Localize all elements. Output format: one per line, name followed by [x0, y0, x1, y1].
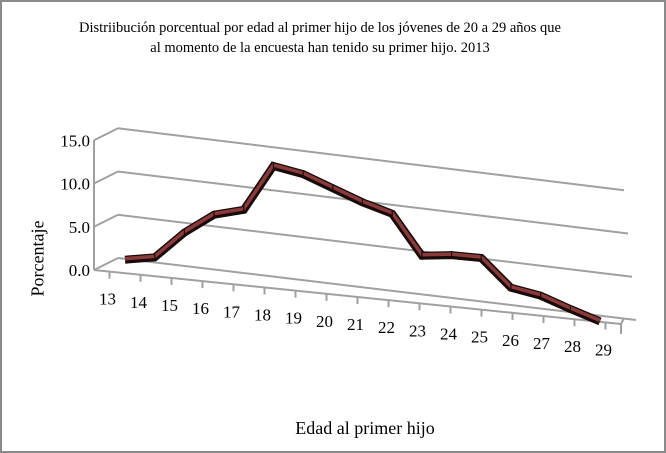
x-tick-label: 13: [99, 290, 116, 309]
x-tick-label: 28: [564, 337, 581, 356]
x-tick-label: 15: [161, 296, 178, 315]
x-tick-label: 29: [595, 340, 612, 359]
x-tick-label: 22: [378, 318, 395, 337]
y-axis-ticks: 0.0 5.0 10.0 15.0: [60, 131, 90, 280]
floor-right-edge: [620, 317, 625, 325]
x-tick-label: 17: [223, 302, 241, 321]
x-tick-label: 26: [502, 331, 519, 350]
chart-title: Distriibución porcentual por edad al pri…: [0, 18, 640, 58]
y-tick-label: 10.0: [60, 175, 90, 194]
y-axis-title: Porcentaje: [27, 220, 48, 297]
x-tick-label: 21: [347, 315, 364, 334]
x-tick-label: 20: [316, 312, 333, 331]
x-axis-title: Edad al primer hijo: [295, 418, 435, 438]
x-tick-label: 19: [285, 309, 302, 328]
x-axis-ticks: 13 14 15 16 17 18 19 20 21 22 23 24 25 26 27 28 29: [99, 271, 612, 359]
y-tick-label: 5.0: [69, 218, 90, 237]
chart-title-line-1: Distriibución porcentual por edad al pri…: [79, 20, 561, 36]
data-series-line: [124, 161, 602, 326]
x-tick-label: 24: [440, 325, 458, 344]
x-tick-label: 14: [130, 293, 148, 312]
x-tick-label: 16: [192, 299, 209, 318]
x-tick-label: 25: [471, 328, 488, 347]
y-tick-label: 0.0: [69, 261, 90, 280]
side-gridline: [93, 213, 119, 228]
side-gridline: [93, 170, 119, 185]
chart-title-line-2: al momento de la encuesta han tenido su …: [150, 40, 490, 56]
y-tick-label: 15.0: [60, 131, 90, 150]
side-gridline: [93, 257, 119, 271]
x-tick-label: 18: [254, 305, 271, 324]
gridline: [117, 257, 637, 321]
gridline: [117, 127, 625, 192]
x-tick-label: 27: [533, 334, 551, 353]
x-tick-label: 23: [409, 321, 426, 340]
side-gridline: [93, 127, 119, 142]
